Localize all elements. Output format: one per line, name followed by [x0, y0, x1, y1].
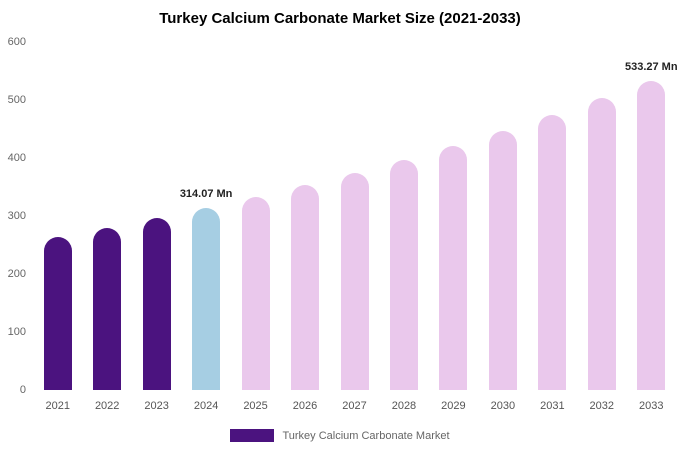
x-axis-label-2022: 2022 — [94, 400, 120, 412]
bar-2023 — [142, 218, 171, 390]
x-axis-label-2025: 2025 — [243, 400, 268, 412]
x-axis-label-2029: 2029 — [441, 400, 466, 412]
x-axis-label-2028: 2028 — [391, 400, 417, 412]
x-axis-label-2032: 2032 — [589, 400, 615, 412]
bar-2027 — [340, 172, 369, 390]
bar-2024 — [192, 207, 221, 390]
x-axis-label-2031: 2031 — [540, 400, 565, 412]
y-axis-tick-label: 600 — [7, 36, 26, 48]
x-axis-label-2026: 2026 — [292, 400, 318, 412]
x-axis-label-2021: 2021 — [45, 400, 70, 412]
bar-2022 — [93, 228, 122, 390]
legend-swatch — [230, 429, 275, 442]
bar-2032 — [587, 98, 616, 390]
y-axis-tick-label: 300 — [7, 210, 26, 222]
chart-title: Turkey Calcium Carbonate Market Size (20… — [159, 10, 521, 27]
bar-2021 — [43, 237, 72, 390]
bar-2031 — [538, 115, 567, 390]
legend-label: Turkey Calcium Carbonate Market — [282, 429, 450, 442]
y-axis-tick-label: 400 — [7, 152, 26, 164]
bar-2028 — [389, 159, 418, 390]
x-axis-label-2030: 2030 — [490, 400, 516, 412]
x-axis-label-2023: 2023 — [144, 400, 169, 412]
x-axis-label-2024: 2024 — [193, 400, 219, 412]
y-axis-tick-label: 100 — [7, 326, 26, 338]
bar-2026 — [291, 185, 320, 390]
y-axis-tick-label: 0 — [19, 384, 26, 396]
x-axis-label-2033: 2033 — [639, 400, 664, 412]
bar-2030 — [488, 130, 517, 390]
data-label-2024: 314.07 Mn — [179, 187, 233, 200]
y-axis-tick-label: 200 — [7, 268, 26, 280]
legend: Turkey Calcium Carbonate Market — [0, 429, 680, 442]
y-axis-tick-label: 500 — [7, 94, 26, 106]
x-axis-label-2027: 2027 — [342, 400, 367, 412]
bar-2029 — [439, 145, 468, 390]
bar-2025 — [241, 196, 270, 390]
data-label-2033: 533.27 Mn — [624, 60, 678, 73]
bar-2033 — [637, 80, 666, 390]
